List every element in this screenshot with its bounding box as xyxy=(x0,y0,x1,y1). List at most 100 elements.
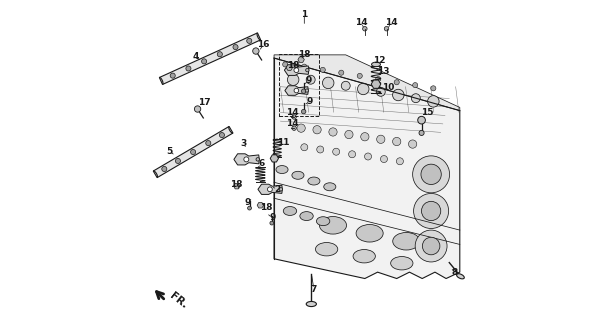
Text: 9: 9 xyxy=(307,97,313,106)
Circle shape xyxy=(376,76,381,82)
Circle shape xyxy=(270,221,274,225)
Ellipse shape xyxy=(315,243,338,256)
Ellipse shape xyxy=(393,233,420,250)
Circle shape xyxy=(345,130,353,139)
Ellipse shape xyxy=(353,250,375,263)
Text: 17: 17 xyxy=(197,98,210,107)
Circle shape xyxy=(220,132,224,138)
Ellipse shape xyxy=(292,171,304,179)
Text: 18: 18 xyxy=(298,50,311,59)
Circle shape xyxy=(329,128,337,136)
Circle shape xyxy=(361,132,369,141)
Circle shape xyxy=(349,151,355,158)
Circle shape xyxy=(376,135,385,143)
Circle shape xyxy=(430,86,436,91)
Circle shape xyxy=(202,59,207,64)
Circle shape xyxy=(253,48,259,54)
Circle shape xyxy=(279,188,282,191)
Ellipse shape xyxy=(371,62,381,67)
Ellipse shape xyxy=(356,225,383,242)
Circle shape xyxy=(313,125,321,134)
Circle shape xyxy=(413,83,418,88)
Circle shape xyxy=(392,137,401,146)
Circle shape xyxy=(408,140,417,148)
Circle shape xyxy=(292,126,296,130)
Circle shape xyxy=(247,38,252,44)
Circle shape xyxy=(357,73,362,78)
Circle shape xyxy=(365,153,371,160)
Text: 3: 3 xyxy=(240,139,246,148)
Circle shape xyxy=(175,158,180,164)
Circle shape xyxy=(186,66,191,71)
Text: 16: 16 xyxy=(257,40,270,49)
Circle shape xyxy=(317,146,323,153)
Circle shape xyxy=(256,158,260,161)
Circle shape xyxy=(302,64,307,69)
Text: 18: 18 xyxy=(260,203,272,212)
Ellipse shape xyxy=(317,217,330,226)
Circle shape xyxy=(297,124,305,132)
Text: 14: 14 xyxy=(286,108,298,117)
Circle shape xyxy=(414,194,449,228)
Circle shape xyxy=(421,201,441,220)
Circle shape xyxy=(392,89,404,101)
Circle shape xyxy=(306,75,315,84)
Circle shape xyxy=(301,109,306,114)
Text: 5: 5 xyxy=(167,147,173,156)
Circle shape xyxy=(322,77,334,89)
Circle shape xyxy=(411,94,420,103)
Circle shape xyxy=(413,156,450,193)
Ellipse shape xyxy=(391,257,413,270)
Polygon shape xyxy=(258,184,282,195)
Ellipse shape xyxy=(323,183,336,191)
Text: 9: 9 xyxy=(269,213,276,222)
Circle shape xyxy=(217,52,223,57)
Text: 11: 11 xyxy=(277,138,290,147)
Text: 8: 8 xyxy=(451,268,458,277)
Circle shape xyxy=(423,237,440,255)
Circle shape xyxy=(394,80,399,85)
Polygon shape xyxy=(234,154,260,165)
Circle shape xyxy=(357,83,369,95)
Circle shape xyxy=(305,89,309,92)
Text: 2: 2 xyxy=(274,185,280,194)
Text: 13: 13 xyxy=(377,67,389,76)
Ellipse shape xyxy=(276,165,288,173)
Circle shape xyxy=(233,44,238,50)
Polygon shape xyxy=(159,33,261,84)
Circle shape xyxy=(419,130,424,135)
Text: 10: 10 xyxy=(381,83,394,92)
Circle shape xyxy=(384,27,389,31)
Text: 1: 1 xyxy=(301,10,308,19)
Circle shape xyxy=(397,158,403,165)
Circle shape xyxy=(415,230,447,262)
Circle shape xyxy=(376,87,385,96)
Text: 6: 6 xyxy=(258,159,264,168)
Circle shape xyxy=(292,115,296,119)
Circle shape xyxy=(268,187,272,192)
Text: 12: 12 xyxy=(373,56,386,65)
Circle shape xyxy=(287,74,299,85)
Ellipse shape xyxy=(306,301,317,307)
Circle shape xyxy=(339,70,344,75)
Circle shape xyxy=(418,116,426,124)
Ellipse shape xyxy=(456,274,464,279)
Ellipse shape xyxy=(300,212,313,220)
Polygon shape xyxy=(274,55,460,111)
Text: 14: 14 xyxy=(355,19,367,28)
Polygon shape xyxy=(284,65,309,76)
Polygon shape xyxy=(285,86,308,95)
Circle shape xyxy=(283,62,288,67)
Circle shape xyxy=(170,73,175,78)
Circle shape xyxy=(427,96,439,107)
Text: 18: 18 xyxy=(231,180,243,189)
Text: 4: 4 xyxy=(192,52,199,61)
Text: 9: 9 xyxy=(306,76,312,85)
Circle shape xyxy=(333,148,339,155)
Text: 18: 18 xyxy=(287,60,300,69)
Text: 14: 14 xyxy=(286,119,298,128)
Circle shape xyxy=(320,67,325,72)
Circle shape xyxy=(206,140,211,146)
Polygon shape xyxy=(274,58,460,278)
Circle shape xyxy=(191,149,196,155)
